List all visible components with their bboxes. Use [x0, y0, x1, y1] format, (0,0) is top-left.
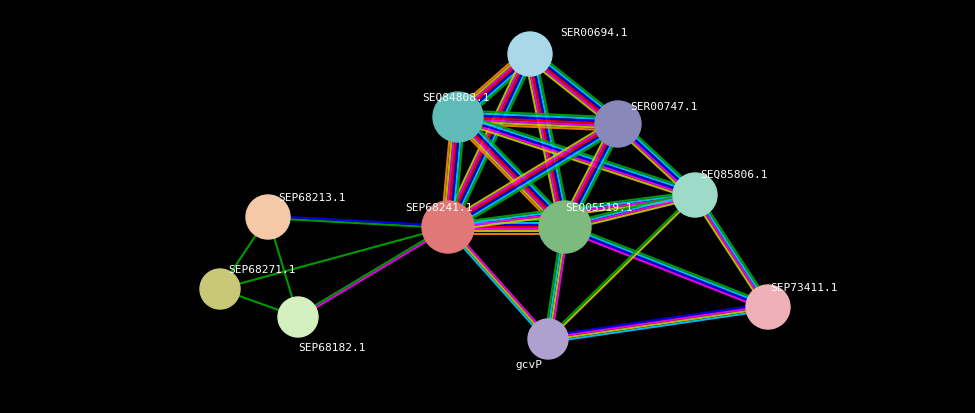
Circle shape: [673, 173, 717, 218]
Circle shape: [422, 202, 474, 254]
Circle shape: [528, 319, 568, 359]
Text: SEP68241.1: SEP68241.1: [405, 202, 473, 212]
Text: SEQ84808.1: SEQ84808.1: [422, 93, 489, 103]
Text: SEP73411.1: SEP73411.1: [770, 282, 838, 292]
Text: SEQ05519.1: SEQ05519.1: [565, 202, 633, 212]
Text: SEP68271.1: SEP68271.1: [228, 264, 295, 274]
Text: SEP68213.1: SEP68213.1: [278, 192, 345, 202]
Circle shape: [539, 202, 591, 254]
Circle shape: [246, 195, 290, 240]
Text: gcvP: gcvP: [515, 359, 542, 369]
Text: SER00747.1: SER00747.1: [630, 102, 697, 112]
Circle shape: [508, 33, 552, 77]
Circle shape: [433, 93, 483, 142]
Circle shape: [746, 285, 790, 329]
Text: SEQ85806.1: SEQ85806.1: [700, 170, 767, 180]
Text: SER00694.1: SER00694.1: [560, 28, 628, 38]
Circle shape: [200, 269, 240, 309]
Circle shape: [595, 102, 641, 147]
Circle shape: [278, 297, 318, 337]
Text: SEP68182.1: SEP68182.1: [298, 342, 366, 352]
